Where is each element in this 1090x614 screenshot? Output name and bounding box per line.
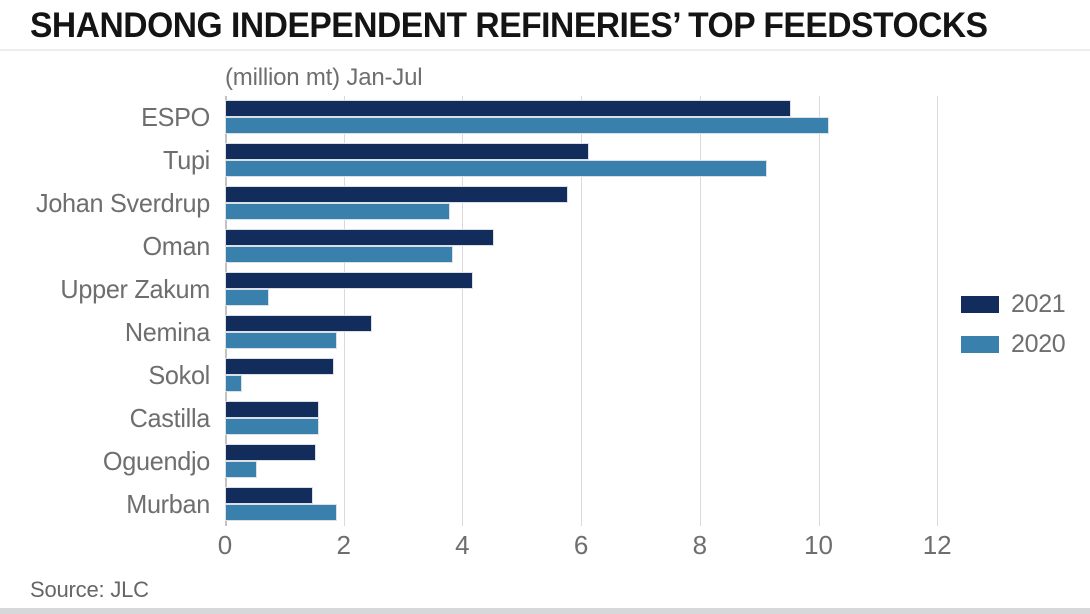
gridline xyxy=(937,96,939,526)
bar-2021-castilla xyxy=(226,402,318,417)
category-label: Castilla xyxy=(129,403,211,433)
chart-subtitle: (million mt) Jan-Jul xyxy=(225,64,423,91)
bottom-border xyxy=(0,608,1090,614)
bar-2021-tupi xyxy=(226,144,588,159)
category-label: Oguendjo xyxy=(102,446,210,476)
bar-2021-johan-sverdrup xyxy=(226,187,567,202)
category-label: Upper Zakum xyxy=(60,274,210,304)
x-tick-label: 6 xyxy=(573,530,589,560)
bar-2020-nemina xyxy=(226,333,336,348)
legend-swatch-2021 xyxy=(961,296,999,313)
gridline xyxy=(699,96,701,526)
legend-label: 2020 xyxy=(1011,330,1066,358)
x-axis: 0 2 4 6 8 10 12 xyxy=(218,530,955,564)
title-divider xyxy=(0,49,1090,51)
bar-2020-espo xyxy=(226,118,828,133)
category-label: Oman xyxy=(142,231,210,261)
legend-item-2020: 2020 xyxy=(961,330,1066,359)
category-label: Murban xyxy=(126,489,210,519)
x-tick-label: 8 xyxy=(692,530,708,560)
legend-swatch-2020 xyxy=(961,336,999,353)
bar-2021-oman xyxy=(226,230,493,245)
category-label: Tupi xyxy=(163,145,210,175)
source-note: Source: JLC xyxy=(30,577,149,602)
bar-2020-sokol xyxy=(226,376,241,391)
gridline xyxy=(462,96,464,526)
bar-2020-murban xyxy=(226,505,336,520)
bar-2020-tupi xyxy=(226,161,766,176)
bar-2020-castilla xyxy=(226,419,318,434)
bar-2020-upper-zakum xyxy=(226,290,268,305)
x-tick-label: 0 xyxy=(217,530,233,560)
gridline xyxy=(581,96,583,526)
bar-2020-oguendjo xyxy=(226,462,256,477)
plot-area xyxy=(225,96,955,526)
category-axis: ESPO Tupi Johan Sverdrup Oman Upper Zakum Nem… xyxy=(0,96,217,526)
bar-2020-johan-sverdrup xyxy=(226,204,449,219)
gridline xyxy=(818,96,820,526)
axis-zero-line xyxy=(225,96,227,526)
x-tick-label: 2 xyxy=(336,530,351,560)
bar-2021-murban xyxy=(226,488,312,503)
gridline xyxy=(343,96,345,526)
category-label: Sokol xyxy=(148,360,210,390)
bar-2020-oman xyxy=(226,247,452,262)
category-label: ESPO xyxy=(141,102,210,132)
category-label: Johan Sverdrup xyxy=(36,188,210,218)
category-label: Nemina xyxy=(124,317,210,347)
x-tick-label: 10 xyxy=(804,530,833,560)
bar-2021-upper-zakum xyxy=(226,273,472,288)
x-tick-label: 4 xyxy=(455,530,470,560)
page-title: SHANDONG INDEPENDENT REFINERIES’ TOP FEE… xyxy=(30,6,988,45)
bar-2021-sokol xyxy=(226,359,333,374)
bar-2021-nemina xyxy=(226,316,371,331)
legend-label: 2021 xyxy=(1011,290,1066,318)
chart-area: ESPO Tupi Johan Sverdrup Oman Upper Zakum Nem… xyxy=(0,96,1090,566)
bar-2021-oguendjo xyxy=(226,445,315,460)
bar-2021-espo xyxy=(226,101,790,116)
x-tick-label: 12 xyxy=(922,530,952,560)
legend-item-2021: 2021 xyxy=(961,290,1066,319)
legend: 2021 2020 xyxy=(961,290,1066,359)
